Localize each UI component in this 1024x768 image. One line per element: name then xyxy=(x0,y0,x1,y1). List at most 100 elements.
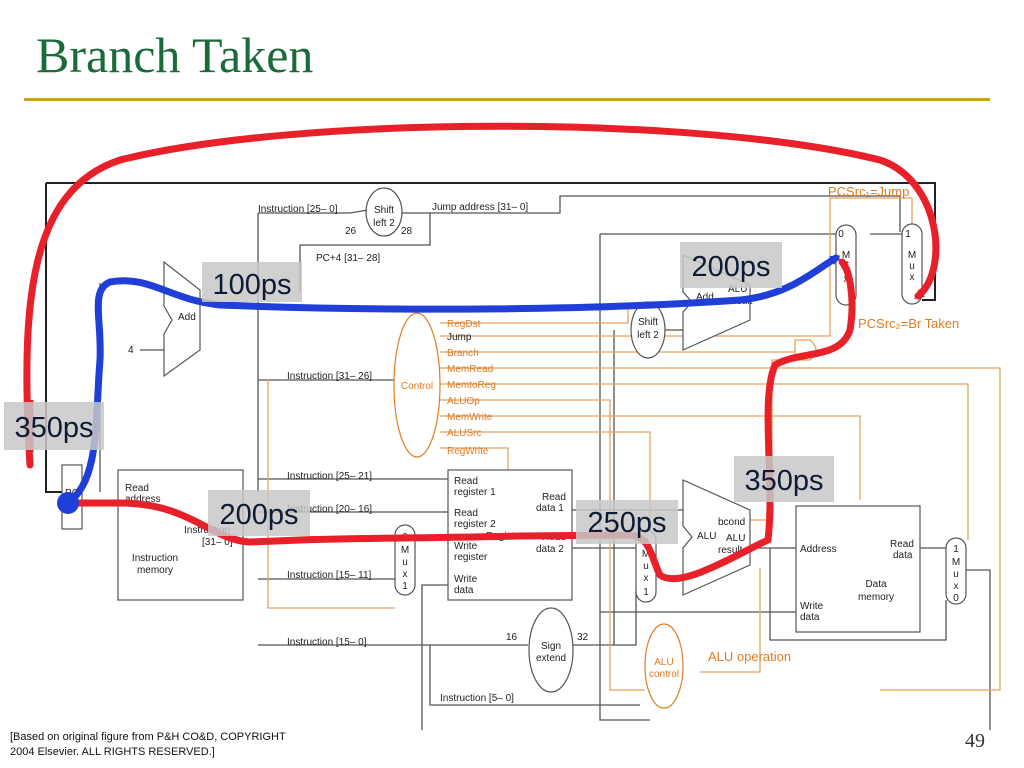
critical-path-branch-route xyxy=(64,258,856,583)
svg-text:left 2: left 2 xyxy=(637,330,659,341)
wire-pc4-down xyxy=(599,234,650,721)
svg-text:ALUSrc: ALUSrc xyxy=(447,428,481,439)
label-instr-20-16: Instruction [20– 16] xyxy=(287,504,372,515)
svg-text:0: 0 xyxy=(953,593,959,604)
svg-text:350ps: 350ps xyxy=(744,465,823,497)
svg-text:result: result xyxy=(718,545,743,556)
svg-text:Control: Control xyxy=(401,381,433,392)
svg-text:Data: Data xyxy=(865,579,887,590)
label-jump-address: Jump address [31– 0] xyxy=(432,202,528,213)
label-bits-28: 28 xyxy=(401,226,413,237)
datapath-diagram: Shift left 2 26 28 Instruction [25– 0] J… xyxy=(4,122,1001,730)
label-bits-16: 16 xyxy=(506,632,518,643)
svg-text:Address: Address xyxy=(800,544,837,555)
svg-text:Shift: Shift xyxy=(374,205,394,216)
annotation-alu-operation: ALU operation xyxy=(708,649,791,664)
svg-text:address: address xyxy=(125,494,161,505)
label-bits-26: 26 xyxy=(345,226,357,237)
svg-text:register: register xyxy=(454,552,488,563)
pc-adder: Add xyxy=(163,260,201,378)
svg-text:Read: Read xyxy=(542,492,566,503)
label-instr-15-0: Instruction [15– 0] xyxy=(287,637,367,648)
control-unit: Control xyxy=(393,312,441,458)
ctrl-aluop xyxy=(440,399,645,691)
svg-text:data: data xyxy=(800,612,820,623)
blue-path-line xyxy=(64,254,841,507)
svg-text:Write: Write xyxy=(800,601,824,612)
label-bcond: bcond xyxy=(718,517,745,528)
svg-text:M: M xyxy=(908,250,916,261)
svg-text:data: data xyxy=(893,550,913,561)
credit-line-1: [Based on original figure from P&H CO&D,… xyxy=(10,731,286,743)
mux-regdst: 0 M u x 1 xyxy=(394,524,416,596)
sign-extend: Sign extend xyxy=(528,607,574,693)
label-instr-25-0: Instruction [25– 0] xyxy=(258,204,338,215)
svg-text:350ps: 350ps xyxy=(14,412,93,444)
svg-text:ALUOp: ALUOp xyxy=(447,396,480,407)
slide-title: Branch Taken xyxy=(36,27,314,83)
svg-text:register 1: register 1 xyxy=(454,487,496,498)
control-wires xyxy=(267,197,1001,691)
svg-text:Branch: Branch xyxy=(447,348,479,359)
label-bits-32: 32 xyxy=(577,632,589,643)
pc-start-dot xyxy=(57,492,79,514)
svg-text:ALU: ALU xyxy=(697,531,716,542)
svg-text:extend: extend xyxy=(536,653,566,664)
svg-text:data 2: data 2 xyxy=(536,544,564,555)
pc-increment-path xyxy=(57,254,841,514)
shift-left-top: Shift left 2 xyxy=(365,187,403,237)
svg-text:200ps: 200ps xyxy=(691,251,770,283)
svg-text:1: 1 xyxy=(402,581,408,592)
svg-text:control: control xyxy=(649,669,679,680)
label-pc4: PC+4 [31– 28] xyxy=(316,253,380,264)
svg-text:RegDst: RegDst xyxy=(447,319,481,330)
svg-text:Add: Add xyxy=(178,312,196,323)
credit-footnote: [Based on original figure from P&H CO&D,… xyxy=(10,730,310,760)
label-instr-31-26: Instruction [31– 26] xyxy=(287,371,372,382)
svg-text:1: 1 xyxy=(643,587,649,598)
ctrl-memtoreg xyxy=(440,383,969,540)
annotation-pcsrc1: PCSrc₁=Jump xyxy=(828,184,909,199)
svg-text:data: data xyxy=(454,585,474,596)
mux-jump: 1 M u x xyxy=(901,223,923,305)
ctrl-alu-operation xyxy=(700,568,761,673)
wire-left-loop xyxy=(45,183,62,493)
svg-text:RegWrite: RegWrite xyxy=(447,446,489,457)
svg-text:M: M xyxy=(642,549,650,560)
svg-text:register 2: register 2 xyxy=(454,519,496,530)
svg-text:ALU: ALU xyxy=(726,533,745,544)
svg-text:1: 1 xyxy=(905,229,911,240)
svg-text:[31– 0]: [31– 0] xyxy=(202,537,233,548)
svg-text:memory: memory xyxy=(858,592,894,603)
svg-text:Read: Read xyxy=(125,483,149,494)
svg-text:200ps: 200ps xyxy=(219,499,298,531)
timing-badge-350ps-right: 350ps xyxy=(734,456,834,502)
svg-text:ALU: ALU xyxy=(654,657,673,668)
wire-jump-address xyxy=(430,195,901,232)
svg-text:u: u xyxy=(402,557,408,568)
svg-text:M: M xyxy=(952,557,960,568)
critical-path-jump-loop xyxy=(23,122,940,469)
wire-instr-5-0 xyxy=(429,645,640,706)
svg-text:MemtoReg: MemtoReg xyxy=(447,380,496,391)
svg-text:Jump: Jump xyxy=(447,332,472,343)
control-signal-labels: RegDst Jump Branch MemRead MemtoReg ALUO… xyxy=(447,319,496,457)
svg-text:Read: Read xyxy=(454,476,478,487)
svg-text:x: x xyxy=(910,272,915,283)
svg-text:memory: memory xyxy=(137,565,173,576)
timing-badge-200ps-mid: 200ps xyxy=(208,490,310,536)
svg-text:M: M xyxy=(401,545,409,556)
annotation-pcsrc2: PCSrc₂=Br Taken xyxy=(858,316,959,331)
title-rule xyxy=(24,98,990,101)
constant-four: 4 xyxy=(128,345,134,356)
ctrl-memwrite xyxy=(440,415,861,500)
ctrl-regdst-mux xyxy=(267,380,395,609)
timing-badge-200ps-top: 200ps xyxy=(680,242,782,288)
svg-text:u: u xyxy=(909,261,915,272)
svg-text:x: x xyxy=(403,569,408,580)
wire-writeback xyxy=(421,569,991,730)
ctrl-memread xyxy=(440,367,1001,691)
svg-text:MemWrite: MemWrite xyxy=(447,412,493,423)
label-instr-15-11: Instruction [15– 11] xyxy=(287,570,372,581)
wire-alu-bypass xyxy=(769,548,947,641)
